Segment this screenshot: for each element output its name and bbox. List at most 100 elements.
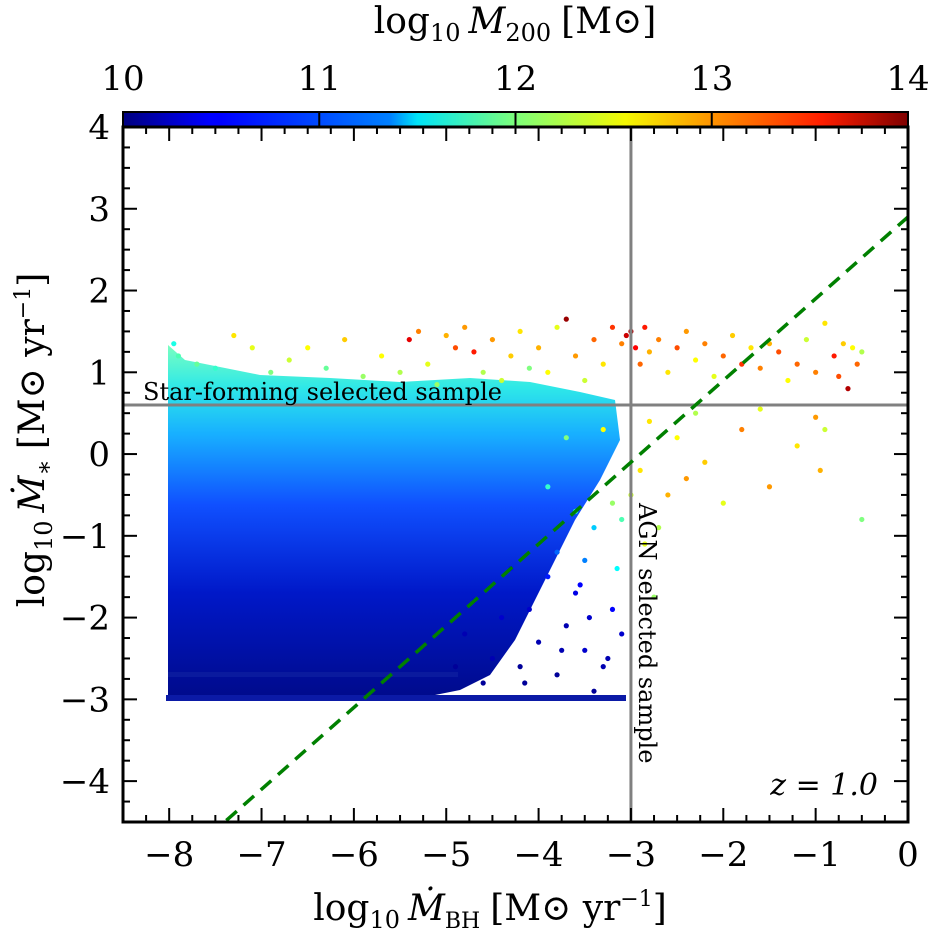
scatter-point bbox=[249, 345, 255, 351]
colorbar-label-prefix: log bbox=[374, 1, 430, 42]
scatter-point bbox=[323, 365, 329, 371]
scatter-point bbox=[526, 606, 532, 613]
scatter-point bbox=[656, 336, 662, 343]
x-tick-label: −2 bbox=[698, 835, 748, 875]
scatter-point bbox=[785, 377, 791, 384]
x-tick-label: 0 bbox=[897, 835, 919, 875]
y-tick-label: −4 bbox=[60, 762, 110, 802]
scatter-point bbox=[720, 500, 726, 506]
scatter-point bbox=[729, 332, 736, 339]
scatter-point bbox=[171, 341, 177, 347]
scatter-point bbox=[720, 353, 726, 359]
floor-points bbox=[166, 695, 626, 701]
scatter-point bbox=[175, 353, 182, 359]
scatter-point bbox=[600, 426, 606, 433]
y-label-varsub: ∗ bbox=[30, 459, 58, 475]
scatter-point bbox=[656, 525, 662, 531]
scatter-point bbox=[572, 590, 579, 596]
scatter-point bbox=[605, 655, 611, 662]
scatter-point bbox=[342, 336, 348, 343]
colorbar-tick-label: 12 bbox=[494, 59, 537, 99]
scatter-point bbox=[665, 369, 671, 375]
scatter-point bbox=[757, 406, 763, 412]
y-tick-label: −3 bbox=[60, 680, 110, 720]
x-label-unit: [M⊙ yr bbox=[490, 888, 621, 929]
scatter-point bbox=[849, 345, 856, 351]
star-forming-annotation: Star-forming selected sample bbox=[143, 378, 502, 406]
x-label-varsub: BH bbox=[445, 909, 480, 934]
x-tick-label: −5 bbox=[421, 835, 471, 875]
scatter-point bbox=[480, 680, 486, 686]
scatter-point bbox=[406, 336, 412, 343]
scatter-point bbox=[845, 386, 851, 392]
scatter-point bbox=[674, 345, 680, 351]
colorbar-label: log10 M200 [M⊙] bbox=[374, 1, 657, 47]
scatter-point bbox=[609, 500, 616, 506]
scatter-point bbox=[711, 373, 717, 379]
scatter-point bbox=[822, 320, 828, 326]
colorbar-tick-label: 13 bbox=[690, 59, 733, 99]
scatter-point bbox=[563, 435, 569, 441]
scatter-point bbox=[665, 492, 671, 498]
scatter-point bbox=[702, 341, 708, 347]
scatter-point bbox=[637, 361, 643, 367]
scatter-point bbox=[739, 426, 745, 433]
scatter-point bbox=[619, 341, 625, 347]
x-tick-label: −4 bbox=[514, 835, 564, 875]
colorbar-label-var: M bbox=[467, 1, 506, 42]
scatter-point bbox=[591, 688, 597, 694]
scatter-point bbox=[600, 361, 606, 367]
scatter-point bbox=[559, 647, 565, 653]
scatter-point bbox=[517, 328, 523, 335]
scatter-point bbox=[817, 467, 823, 474]
scatter-point bbox=[577, 582, 583, 588]
redshift-annotation: z = 1.0 bbox=[769, 768, 878, 803]
scatter-point bbox=[452, 664, 459, 670]
y-tick-label: 1 bbox=[88, 353, 110, 393]
scatter-point bbox=[194, 361, 200, 367]
y-label-close: ] bbox=[12, 273, 53, 287]
scatter-point bbox=[212, 365, 218, 371]
y-tick-label: −2 bbox=[60, 599, 110, 639]
scatter-point bbox=[674, 435, 680, 441]
scatter-point bbox=[794, 443, 800, 449]
scatter-point bbox=[591, 525, 597, 531]
colorbar-label-sub: 10 bbox=[430, 19, 461, 47]
y-tick-label: −1 bbox=[60, 517, 110, 557]
x-label-prefix: log bbox=[313, 888, 369, 929]
scatter-point bbox=[471, 349, 477, 355]
scatter-point bbox=[859, 349, 865, 355]
scatter-point bbox=[766, 484, 773, 490]
scatter-point bbox=[415, 328, 422, 335]
scatter-point bbox=[545, 484, 551, 490]
scatter-point bbox=[692, 410, 699, 416]
scatter-point bbox=[489, 655, 496, 662]
y-axis-label: log10 Ṁ∗ [M⊙ yr−1] bbox=[11, 273, 58, 608]
floor-points-2 bbox=[168, 672, 458, 677]
scatter-point bbox=[591, 336, 597, 343]
x-label-exp: −1 bbox=[620, 887, 652, 912]
colorbar-label-varsub: 200 bbox=[505, 19, 551, 47]
scatter-point bbox=[286, 357, 292, 363]
scatter-point bbox=[535, 639, 542, 645]
scatter-point bbox=[582, 557, 588, 563]
x-tick-label: −1 bbox=[791, 835, 841, 875]
y-label-unit: [M⊙ yr bbox=[12, 318, 53, 449]
scatter-point bbox=[462, 324, 468, 330]
scatter-point bbox=[646, 418, 653, 424]
x-label-var: Ṁ bbox=[407, 887, 446, 929]
scatter-point bbox=[452, 345, 459, 351]
scatter-point bbox=[443, 332, 449, 339]
scatter-point bbox=[462, 631, 468, 637]
scatter-point bbox=[859, 516, 865, 523]
scatter-point bbox=[836, 373, 842, 379]
scatter-point bbox=[526, 365, 532, 371]
scatter-point bbox=[683, 328, 689, 335]
scatter-point bbox=[554, 324, 560, 330]
scatter-point bbox=[517, 664, 523, 670]
dashed-relation-line bbox=[221, 215, 908, 822]
scatter-point bbox=[563, 316, 569, 322]
y-label-prefix: log bbox=[12, 551, 53, 607]
x-axis-label: log10 ṀBH [M⊙ yr−1] bbox=[313, 887, 667, 934]
